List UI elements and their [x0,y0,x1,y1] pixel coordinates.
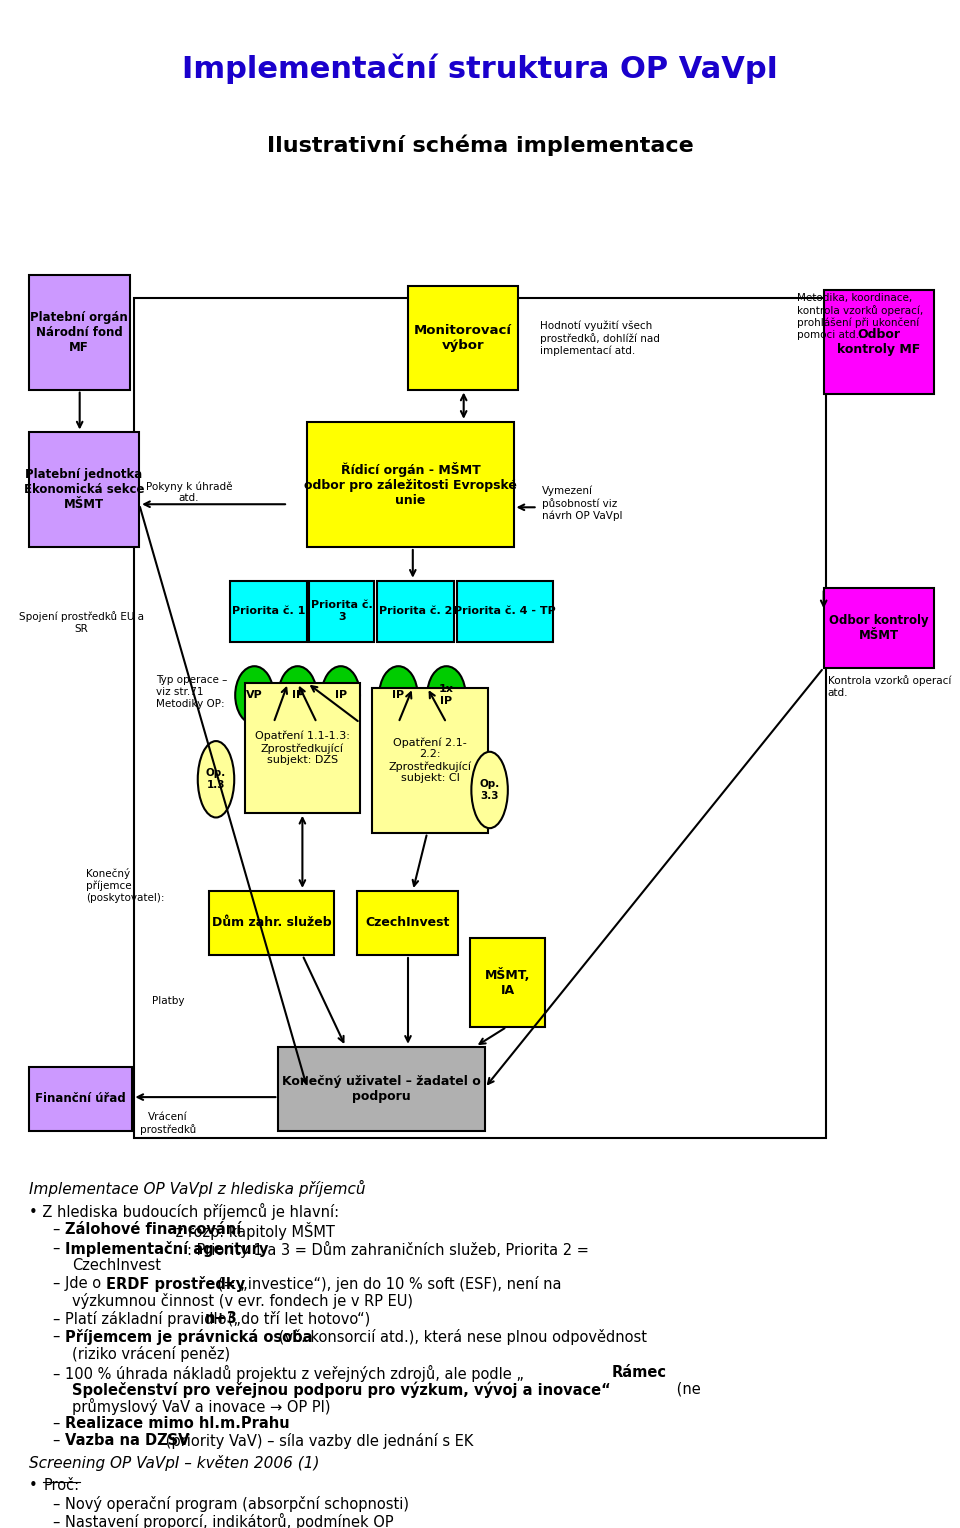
Text: Zálohové financování: Zálohové financování [65,1222,242,1238]
Text: •: • [29,1478,42,1493]
Text: Odbor
kontroly MF: Odbor kontroly MF [837,329,921,356]
Text: –: – [53,1416,64,1432]
FancyBboxPatch shape [470,938,545,1027]
Text: – Platí základní pravidlo: – Platí základní pravidlo [53,1311,231,1326]
FancyBboxPatch shape [357,891,458,955]
Ellipse shape [379,666,418,724]
Text: Platební orgán
Národní fond
MF: Platební orgán Národní fond MF [31,310,128,354]
Text: Společenství pro veřejnou podporu pro výzkum, vývoj a inovace“: Společenství pro veřejnou podporu pro vý… [72,1381,611,1398]
Text: (riziko vrácení peněz): (riziko vrácení peněz) [72,1346,230,1361]
Text: Realizace mimo hl.m.Prahu: Realizace mimo hl.m.Prahu [65,1416,290,1432]
Text: Priorita č.
3: Priorita č. 3 [311,601,372,622]
Text: ERDF prostředky: ERDF prostředky [106,1276,245,1291]
Text: Vazba na DZSV: Vazba na DZSV [65,1433,190,1449]
Text: Řídicí orgán - MŠMT
odbor pro záležitosti Evropské
unie: Řídicí orgán - MŠMT odbor pro záležitost… [304,461,516,507]
Text: Platby: Platby [152,996,184,1007]
Text: – Jde o: – Jde o [53,1276,106,1291]
Ellipse shape [471,752,508,828]
Text: Spojení prostředků EU a
SR: Spojení prostředků EU a SR [19,611,144,634]
FancyBboxPatch shape [29,1067,132,1131]
FancyBboxPatch shape [457,581,553,642]
Text: : Priority 1 a 3 = Dům zahraničních služeb, Priorita 2 =: : Priority 1 a 3 = Dům zahraničních služ… [187,1241,589,1258]
Text: Ilustrativní schéma implementace: Ilustrativní schéma implementace [267,134,693,156]
FancyBboxPatch shape [29,432,139,547]
Text: IP: IP [292,691,303,700]
Text: (priority VaV) – síla vazby dle jednání s EK: (priority VaV) – síla vazby dle jednání … [161,1433,473,1449]
Text: –: – [53,1222,64,1238]
Text: průmyslový VaV a inovace → OP PI): průmyslový VaV a inovace → OP PI) [72,1398,330,1415]
Text: Vymezení
působností viz
návrh OP VaVpI: Vymezení působností viz návrh OP VaVpI [542,486,623,521]
Text: –: – [53,1433,64,1449]
FancyBboxPatch shape [209,891,334,955]
Text: • Z hlediska budoucích příjemců je hlavní:: • Z hlediska budoucích příjemců je hlavn… [29,1203,339,1219]
Text: výzkumnou činnost (v evr. fondech je v RP EU): výzkumnou činnost (v evr. fondech je v R… [72,1293,413,1308]
Ellipse shape [322,666,360,724]
Text: Implementace OP VaVpI z hlediska příjemců: Implementace OP VaVpI z hlediska příjemc… [29,1180,366,1196]
Text: z rozp. kapitoly MŠMT: z rozp. kapitoly MŠMT [171,1222,335,1241]
Text: IP: IP [335,691,347,700]
Text: (ne: (ne [672,1381,701,1397]
Ellipse shape [427,666,466,724]
Text: Implementační agentury: Implementační agentury [65,1241,269,1256]
FancyBboxPatch shape [245,683,360,813]
Text: Priorita č. 4 - TP: Priorita č. 4 - TP [454,607,556,616]
Text: Příjemcem je právnická osoba: Příjemcem je právnická osoba [65,1329,313,1345]
Text: Odbor kontroly
MŠMT: Odbor kontroly MŠMT [829,614,928,642]
Text: – Nový operační program (absorpční schopnosti): – Nový operační program (absorpční schop… [53,1496,409,1511]
Text: Konečný
příjemce
(poskytovatel):: Konečný příjemce (poskytovatel): [86,868,165,903]
Text: Konečný uživatel – žadatel o
podporu: Konečný uživatel – žadatel o podporu [282,1074,481,1103]
Text: CzechInvest: CzechInvest [366,917,449,929]
Text: – Nastavení proporcí, indikátorů, podmínek OP: – Nastavení proporcí, indikátorů, podmín… [53,1513,394,1528]
Text: VP: VP [246,691,263,700]
Text: IP: IP [393,691,404,700]
Text: (vč. konsorcií atd.), která nese plnou odpovědnost: (vč. konsorcií atd.), která nese plnou o… [274,1329,647,1345]
Text: Rámec: Rámec [612,1365,666,1380]
Text: – 100 % úhrada nákladů projektu z veřejných zdrojů, ale podle „: – 100 % úhrada nákladů projektu z veřejn… [53,1365,524,1381]
Text: Metodika, koordinace,
kontrola vzorků operací,
prohlášení při ukončení
pomoci at: Metodika, koordinace, kontrola vzorků op… [797,293,924,339]
Text: Op.
3.3: Op. 3.3 [479,779,500,801]
Ellipse shape [198,741,234,817]
Text: Priorita č. 2: Priorita č. 2 [379,607,452,616]
Text: –: – [53,1329,64,1345]
Text: n+3: n+3 [204,1311,237,1326]
FancyBboxPatch shape [372,688,488,833]
Text: Opatření 1.1-1.3:
Zprostředkující
subjekt: DZS: Opatření 1.1-1.3: Zprostředkující subjek… [255,730,349,766]
Text: 1x
IP: 1x IP [439,685,454,706]
Text: Opatření 2.1-
2.2:
Zprostředkující
subjekt: CI: Opatření 2.1- 2.2: Zprostředkující subje… [389,736,471,784]
FancyBboxPatch shape [230,581,307,642]
Text: Proč:: Proč: [43,1478,80,1493]
FancyBboxPatch shape [824,290,934,394]
Text: MŠMT,
IA: MŠMT, IA [485,969,531,996]
Text: Op.
1.3: Op. 1.3 [205,769,227,790]
Text: CzechInvest: CzechInvest [72,1258,161,1273]
FancyBboxPatch shape [309,581,374,642]
FancyBboxPatch shape [278,1047,485,1131]
Text: Monitorovací
výbor: Monitorovací výbor [414,324,513,351]
Ellipse shape [235,666,274,724]
Ellipse shape [278,666,317,724]
Text: (= „investice“), jen do 10 % soft (ESF), není na: (= „investice“), jen do 10 % soft (ESF),… [213,1276,562,1291]
Text: („do tří let hotovo“): („do tří let hotovo“) [223,1311,370,1326]
Text: Kontrola vzorků operací
atd.: Kontrola vzorků operací atd. [828,675,951,698]
Text: Vrácení
prostředků: Vrácení prostředků [140,1112,196,1135]
Text: Implementační struktura OP VaVpI: Implementační struktura OP VaVpI [182,53,778,84]
Text: Screening OP VaVpI – květen 2006 (1): Screening OP VaVpI – květen 2006 (1) [29,1455,320,1470]
FancyBboxPatch shape [824,588,934,668]
FancyBboxPatch shape [377,581,454,642]
Text: Finanční úřad: Finanční úřad [36,1093,126,1105]
Text: Dům zahr. služeb: Dům zahr. služeb [212,917,331,929]
Text: Platební jednotka
Ekonomická sekce
MŠMT: Platební jednotka Ekonomická sekce MŠMT [24,468,144,512]
Text: Pokyny k úhradě
atd.: Pokyny k úhradě atd. [146,481,232,503]
Text: Priorita č. 1: Priorita č. 1 [232,607,305,616]
Text: –: – [53,1241,64,1256]
Text: Typ operace –
viz str.71
Metodiky OP:: Typ operace – viz str.71 Metodiky OP: [156,675,228,709]
FancyBboxPatch shape [307,422,514,547]
FancyBboxPatch shape [29,275,130,390]
FancyBboxPatch shape [408,286,518,390]
Text: Hodnotí využití všech
prostředků, dohlíží nad
implementací atd.: Hodnotí využití všech prostředků, dohlíž… [540,321,660,356]
